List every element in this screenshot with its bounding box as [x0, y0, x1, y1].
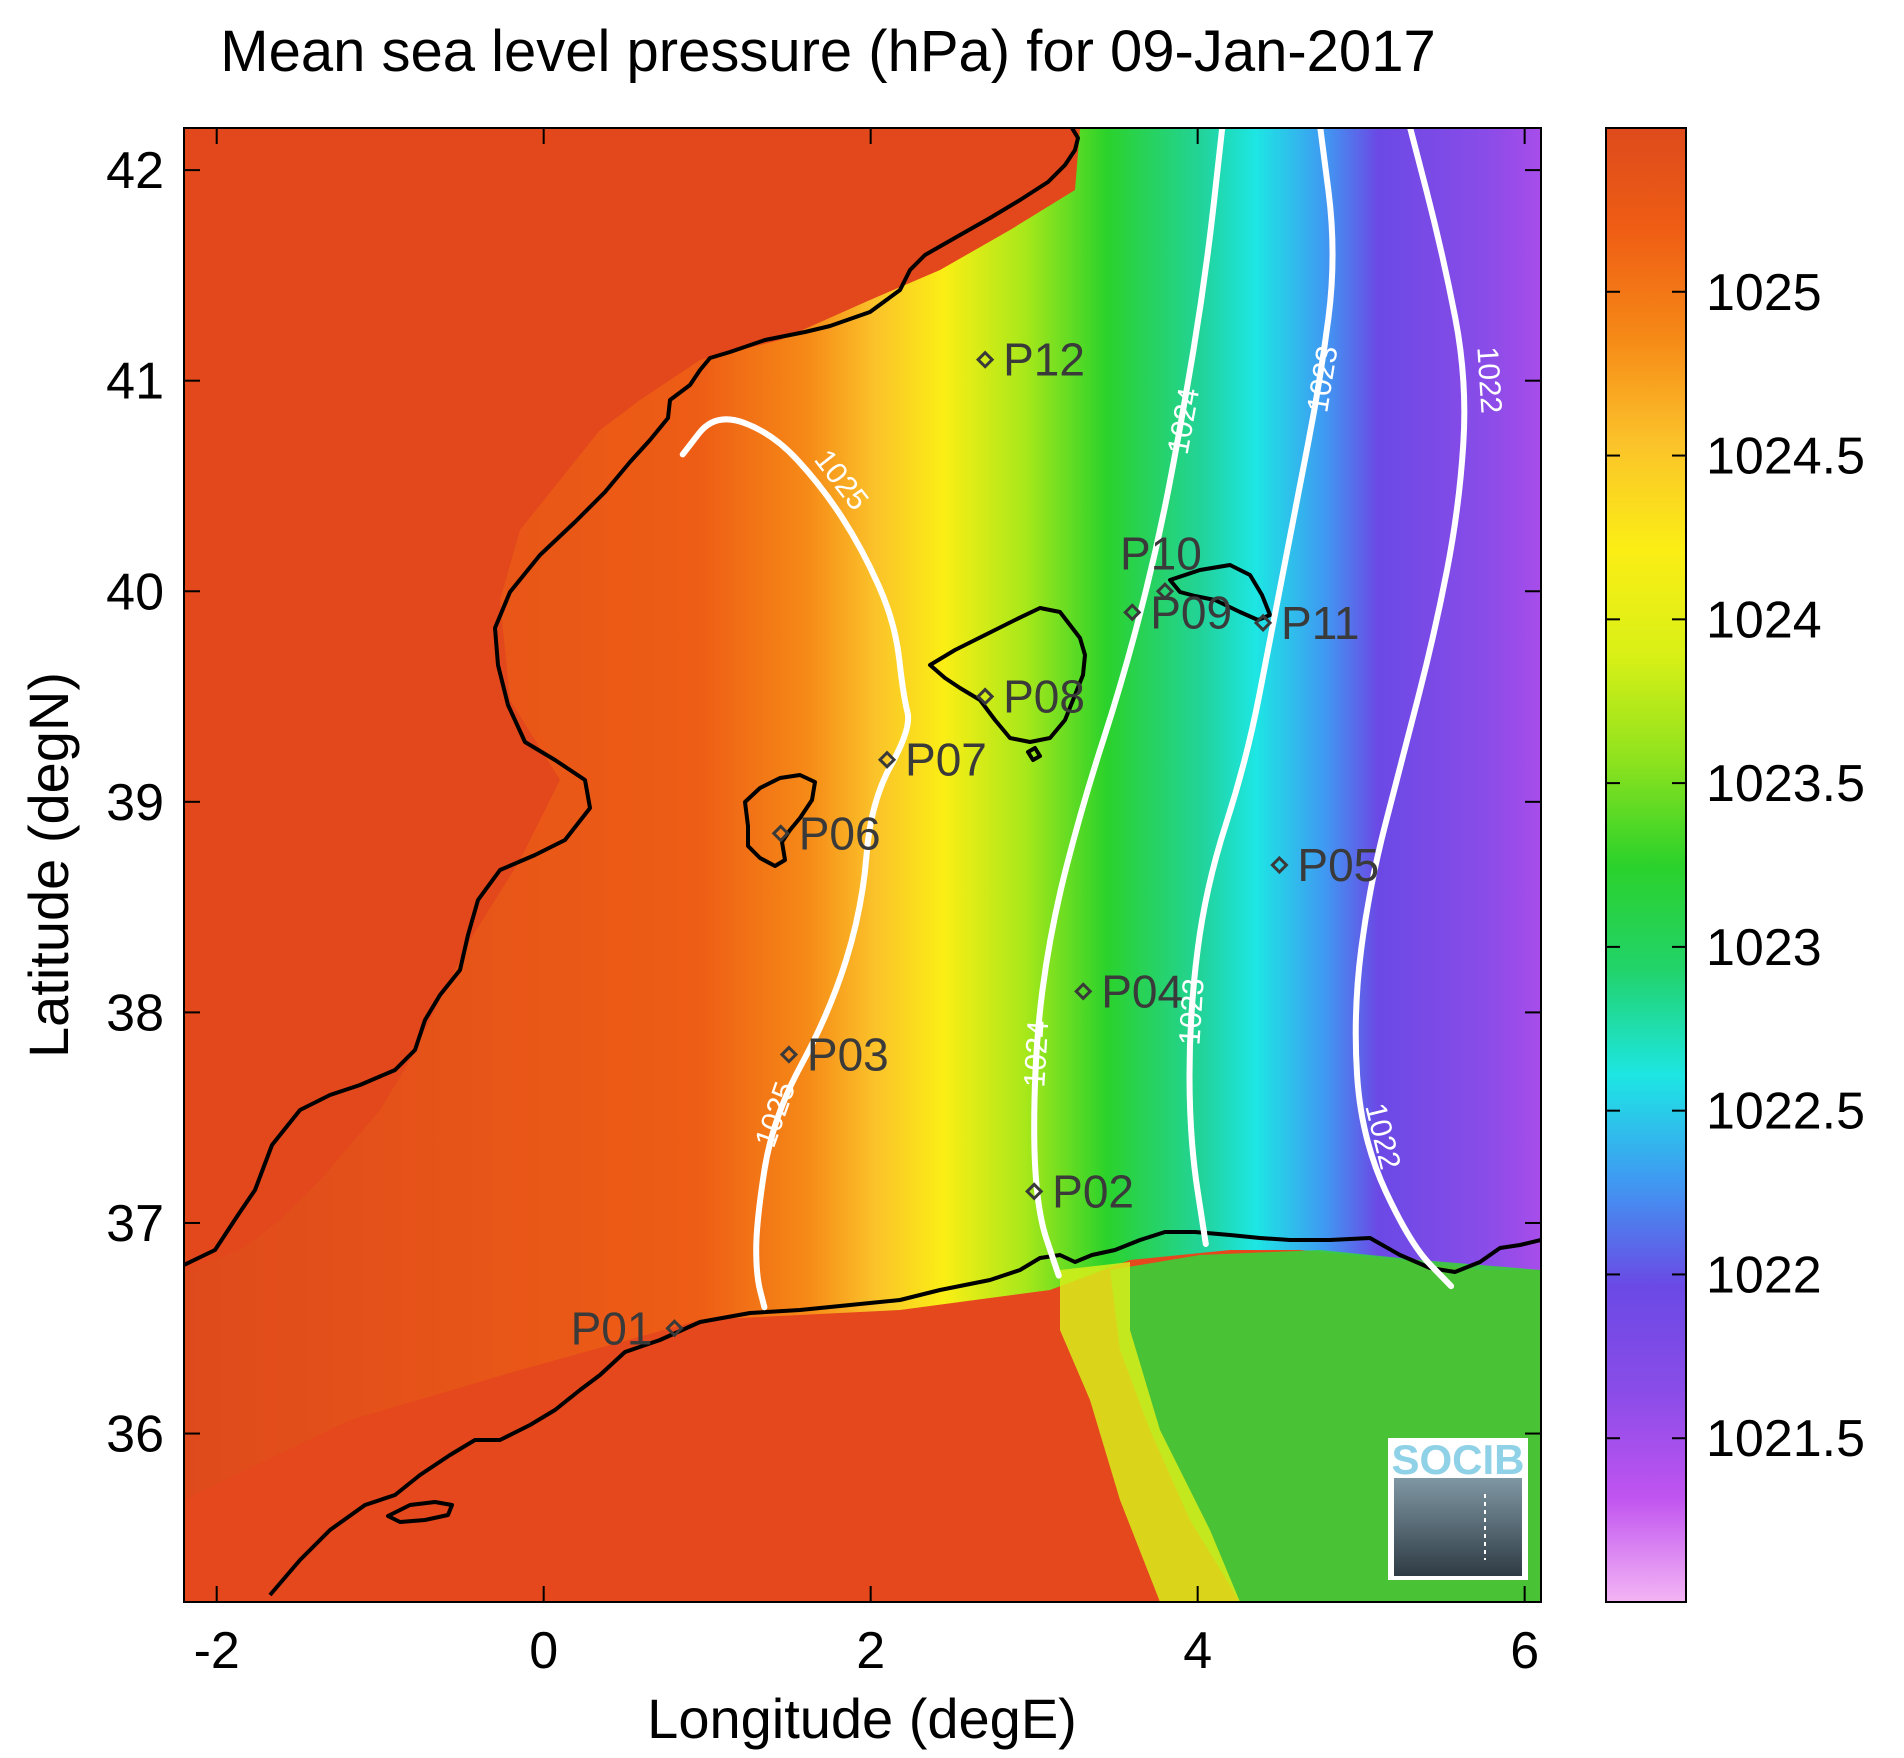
station-label: P12: [1003, 334, 1085, 386]
station-marker: [1123, 603, 1142, 622]
mallorca-coast: [928, 606, 1087, 744]
isobar-1023: [1186, 128, 1336, 1247]
colorbar-tick-label: 1024.5: [1706, 428, 1865, 486]
y-tick-label: 41: [106, 353, 164, 411]
y-tick-label: 37: [106, 1195, 164, 1253]
cabrera-coast: [1026, 746, 1042, 762]
colorbar-tick-label: 1023.5: [1706, 755, 1865, 813]
station-label: P05: [1297, 839, 1379, 891]
station-marker: [779, 1045, 799, 1064]
x-axis-label: Longitude (degE): [647, 1687, 1077, 1750]
station-label: P06: [799, 807, 881, 859]
station-label: P02: [1052, 1165, 1134, 1217]
colorbar-frame: [1605, 127, 1687, 1603]
station-marker: [1025, 1182, 1044, 1201]
north-africa-yellow-field: [1060, 1262, 1240, 1602]
x-axis: -2 0 2 4 6: [194, 128, 1539, 1680]
x-tick-label: 0: [529, 1622, 558, 1680]
station-label: P01: [571, 1302, 653, 1354]
y-axis-label: Latitude (degN): [17, 672, 80, 1058]
isobar-label: 1024: [1018, 1020, 1055, 1089]
logo-water: [1394, 1478, 1522, 1576]
stations: P01 P02 P03 P04 P05 P06 P07 P08 P09 P10 P11 P12: [571, 334, 1380, 1355]
station-label: P04: [1101, 965, 1183, 1017]
y-tick-label: 38: [106, 984, 164, 1042]
station-label: P11: [1281, 597, 1359, 649]
y-tick-label: 36: [106, 1406, 164, 1464]
y-tick-label: 39: [106, 774, 164, 832]
socib-logo: SOCIB: [1388, 1436, 1528, 1580]
iberia-coast: [184, 128, 1080, 1267]
station-label: P03: [807, 1029, 889, 1081]
station-marker: [1270, 855, 1289, 875]
isobar-label: 1022: [1470, 346, 1507, 415]
y-tick-label: 40: [106, 563, 164, 621]
africa-coast: [268, 1230, 1541, 1597]
station-label: P07: [905, 734, 987, 786]
colorbar: 1025 1024.5 1024 1023.5 1023 1022.5 1022 1021.5: [1605, 127, 1865, 1603]
coastlines: [184, 128, 1541, 1597]
isobar-label: 1023: [1173, 977, 1210, 1046]
station-marker: [1155, 582, 1175, 601]
y-tick-label: 42: [106, 142, 164, 200]
station-label: P10: [1120, 527, 1202, 579]
station-marker: [975, 687, 995, 706]
x-tick-label: 4: [1183, 1622, 1212, 1680]
isobar-1025: [679, 416, 912, 1311]
station-marker: [975, 350, 995, 369]
y-axis: 36 37 38 39 40 41 42: [106, 142, 1541, 1464]
colorbar-tick-label: 1022: [1706, 1246, 1822, 1304]
colorbar-fill: [1606, 128, 1686, 1602]
chart-title: Mean sea level pressure (hPa) for 09-Jan…: [220, 19, 1436, 84]
station-marker: [771, 824, 790, 843]
colorbar-tick-label: 1022.5: [1706, 1083, 1865, 1141]
x-tick-label: 2: [856, 1622, 885, 1680]
x-tick-label: 6: [1510, 1622, 1539, 1680]
colorbar-tick-label: 1025: [1706, 264, 1822, 322]
station-marker: [1074, 982, 1093, 1001]
iberia-land-field: [184, 128, 1080, 1270]
x-tick-label: -2: [194, 1622, 240, 1680]
station-marker: [665, 1319, 684, 1338]
station-marker: [1253, 613, 1273, 632]
station-label: P09: [1150, 586, 1232, 638]
colorbar-ticks: 1025 1024.5 1024 1023.5 1023 1022.5 1022 1021.5: [1606, 264, 1865, 1468]
logo-text: SOCIB: [1391, 1436, 1524, 1483]
station-marker: [877, 750, 897, 769]
isobar-1024: [1031, 128, 1226, 1279]
alboran-coast: [386, 1500, 454, 1524]
colorbar-tick-label: 1023: [1706, 919, 1822, 977]
plot-frame: [183, 127, 1542, 1603]
colorbar-tick-label: 1021.5: [1706, 1410, 1865, 1468]
colorbar-tick-label: 1024: [1706, 591, 1822, 649]
ibiza-coast: [743, 773, 817, 868]
isobar-1022: [1352, 128, 1468, 1290]
station-label: P08: [1003, 671, 1085, 723]
